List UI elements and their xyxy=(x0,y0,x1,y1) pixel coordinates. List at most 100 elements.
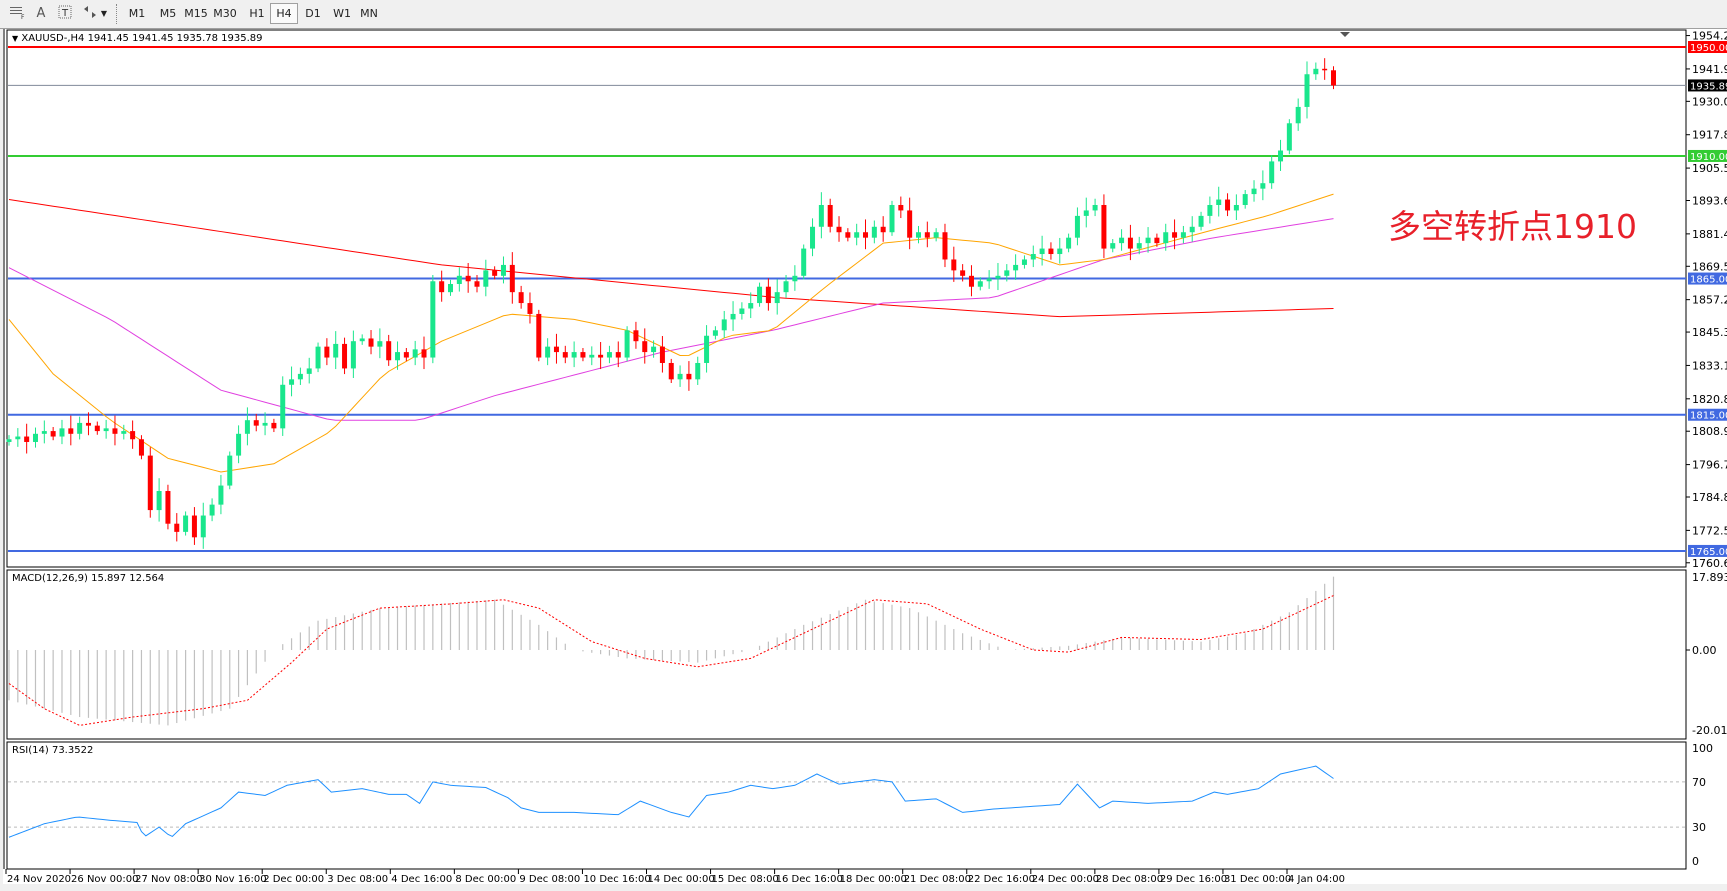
candle-body[interactable] xyxy=(315,346,321,369)
candle-body[interactable] xyxy=(289,379,295,385)
timeframe-m30-button[interactable]: M30 xyxy=(213,7,237,20)
chart-canvas[interactable]: 1954.20 1941.95 1930.05 1917.80 1905.55 1893.… xyxy=(0,29,1727,891)
candle-body[interactable] xyxy=(977,281,983,287)
candle-body[interactable] xyxy=(1083,210,1089,216)
candle-body[interactable] xyxy=(668,362,674,380)
candle-body[interactable] xyxy=(712,330,718,336)
candle-body[interactable] xyxy=(200,515,206,538)
timeframe-d1-button[interactable]: D1 xyxy=(305,7,321,20)
text-icon[interactable]: A xyxy=(36,6,46,21)
candle-body[interactable] xyxy=(147,455,153,511)
timeframe-h4-button[interactable]: H4 xyxy=(270,3,298,24)
candle-body[interactable] xyxy=(527,303,533,314)
candle-body[interactable] xyxy=(368,338,374,347)
candle-body[interactable] xyxy=(659,346,665,363)
dropdown-icon[interactable]: ▼ xyxy=(100,9,108,18)
candle-body[interactable] xyxy=(1101,204,1107,249)
candle-body[interactable] xyxy=(1207,204,1213,216)
candle-body[interactable] xyxy=(227,455,233,486)
candle-body[interactable] xyxy=(324,346,330,358)
candle-body[interactable] xyxy=(1039,248,1045,255)
candle-body[interactable] xyxy=(244,420,250,434)
candle-body[interactable] xyxy=(165,491,171,524)
candle-body[interactable] xyxy=(1145,237,1151,244)
candle-body[interactable] xyxy=(32,433,38,442)
candle-body[interactable] xyxy=(236,433,242,456)
candle-body[interactable] xyxy=(421,349,427,358)
candle-body[interactable] xyxy=(1331,70,1336,86)
candle-body[interactable] xyxy=(280,384,286,429)
candle-body[interactable] xyxy=(686,373,692,380)
candle-body[interactable] xyxy=(615,352,621,358)
candle-body[interactable] xyxy=(757,286,763,304)
candle-body[interactable] xyxy=(642,341,648,353)
candle-body[interactable] xyxy=(562,352,568,358)
candle-body[interactable] xyxy=(863,232,869,238)
candle-body[interactable] xyxy=(845,232,851,238)
candle-body[interactable] xyxy=(1189,226,1195,233)
candle-body[interactable] xyxy=(297,373,303,380)
candle-body[interactable] xyxy=(430,281,436,358)
candle-body[interactable] xyxy=(183,515,189,532)
candle-body[interactable] xyxy=(359,338,365,342)
candle-body[interactable] xyxy=(1074,215,1080,238)
timeframe-mn-button[interactable]: MN xyxy=(360,7,378,20)
candle-body[interactable] xyxy=(545,346,551,358)
candle-body[interactable] xyxy=(801,248,807,276)
candle-body[interactable] xyxy=(624,330,630,358)
candle-body[interactable] xyxy=(94,425,100,432)
candle-body[interactable] xyxy=(1048,248,1054,255)
candle-body[interactable] xyxy=(730,313,736,320)
candle-body[interactable] xyxy=(138,439,144,456)
candle-body[interactable] xyxy=(50,431,56,437)
candle-body[interactable] xyxy=(606,352,612,358)
collapse-triangle-icon[interactable]: ▼ xyxy=(12,34,19,43)
candle-body[interactable] xyxy=(1004,270,1010,276)
candle-body[interactable] xyxy=(827,204,833,227)
candle-body[interactable] xyxy=(448,283,453,293)
candle-body[interactable] xyxy=(500,264,506,276)
candle-body[interactable] xyxy=(571,352,577,358)
candle-body[interactable] xyxy=(306,368,312,374)
candle-body[interactable] xyxy=(271,422,277,429)
candle-body[interactable] xyxy=(1233,204,1239,211)
candle-body[interactable] xyxy=(1260,183,1266,189)
candle-body[interactable] xyxy=(651,346,657,353)
timeframe-h1-button[interactable]: H1 xyxy=(249,7,265,20)
candle-body[interactable] xyxy=(103,428,109,432)
candle-body[interactable] xyxy=(403,352,409,358)
timeframe-w1-button[interactable]: W1 xyxy=(333,7,351,20)
candle-body[interactable] xyxy=(836,226,842,233)
candle-body[interactable] xyxy=(1163,232,1169,244)
candle-body[interactable] xyxy=(536,313,542,358)
candle-body[interactable] xyxy=(721,319,727,331)
candle-body[interactable] xyxy=(553,346,559,353)
candle-body[interactable] xyxy=(68,428,74,434)
candle-body[interactable] xyxy=(907,210,913,238)
candle-body[interactable] xyxy=(1278,150,1284,162)
candle-body[interactable] xyxy=(456,275,462,284)
candle-body[interactable] xyxy=(889,204,895,233)
candle-body[interactable] xyxy=(1057,248,1063,255)
candle-body[interactable] xyxy=(1225,199,1231,211)
candle-body[interactable] xyxy=(580,352,586,358)
candle-body[interactable] xyxy=(156,491,162,511)
candle-body[interactable] xyxy=(191,515,197,538)
grid-period-separator-icon[interactable]: F xyxy=(6,4,28,24)
candle-body[interactable] xyxy=(85,422,91,426)
candle-body[interactable] xyxy=(898,204,904,211)
timeframe-m1-button[interactable]: M1 xyxy=(128,7,146,20)
candle-body[interactable] xyxy=(112,428,118,434)
candle-body[interactable] xyxy=(880,226,886,233)
candle-body[interactable] xyxy=(1322,68,1328,71)
candle-body[interactable] xyxy=(395,352,401,361)
candle-body[interactable] xyxy=(633,330,639,342)
candle-body[interactable] xyxy=(174,523,180,532)
candle-body[interactable] xyxy=(1198,215,1204,227)
candle-body[interactable] xyxy=(333,343,339,358)
candle-body[interactable] xyxy=(1021,259,1027,265)
candle-body[interactable] xyxy=(677,373,683,380)
candle-body[interactable] xyxy=(6,439,12,442)
candle-body[interactable] xyxy=(483,270,489,287)
candle-body[interactable] xyxy=(209,504,215,516)
